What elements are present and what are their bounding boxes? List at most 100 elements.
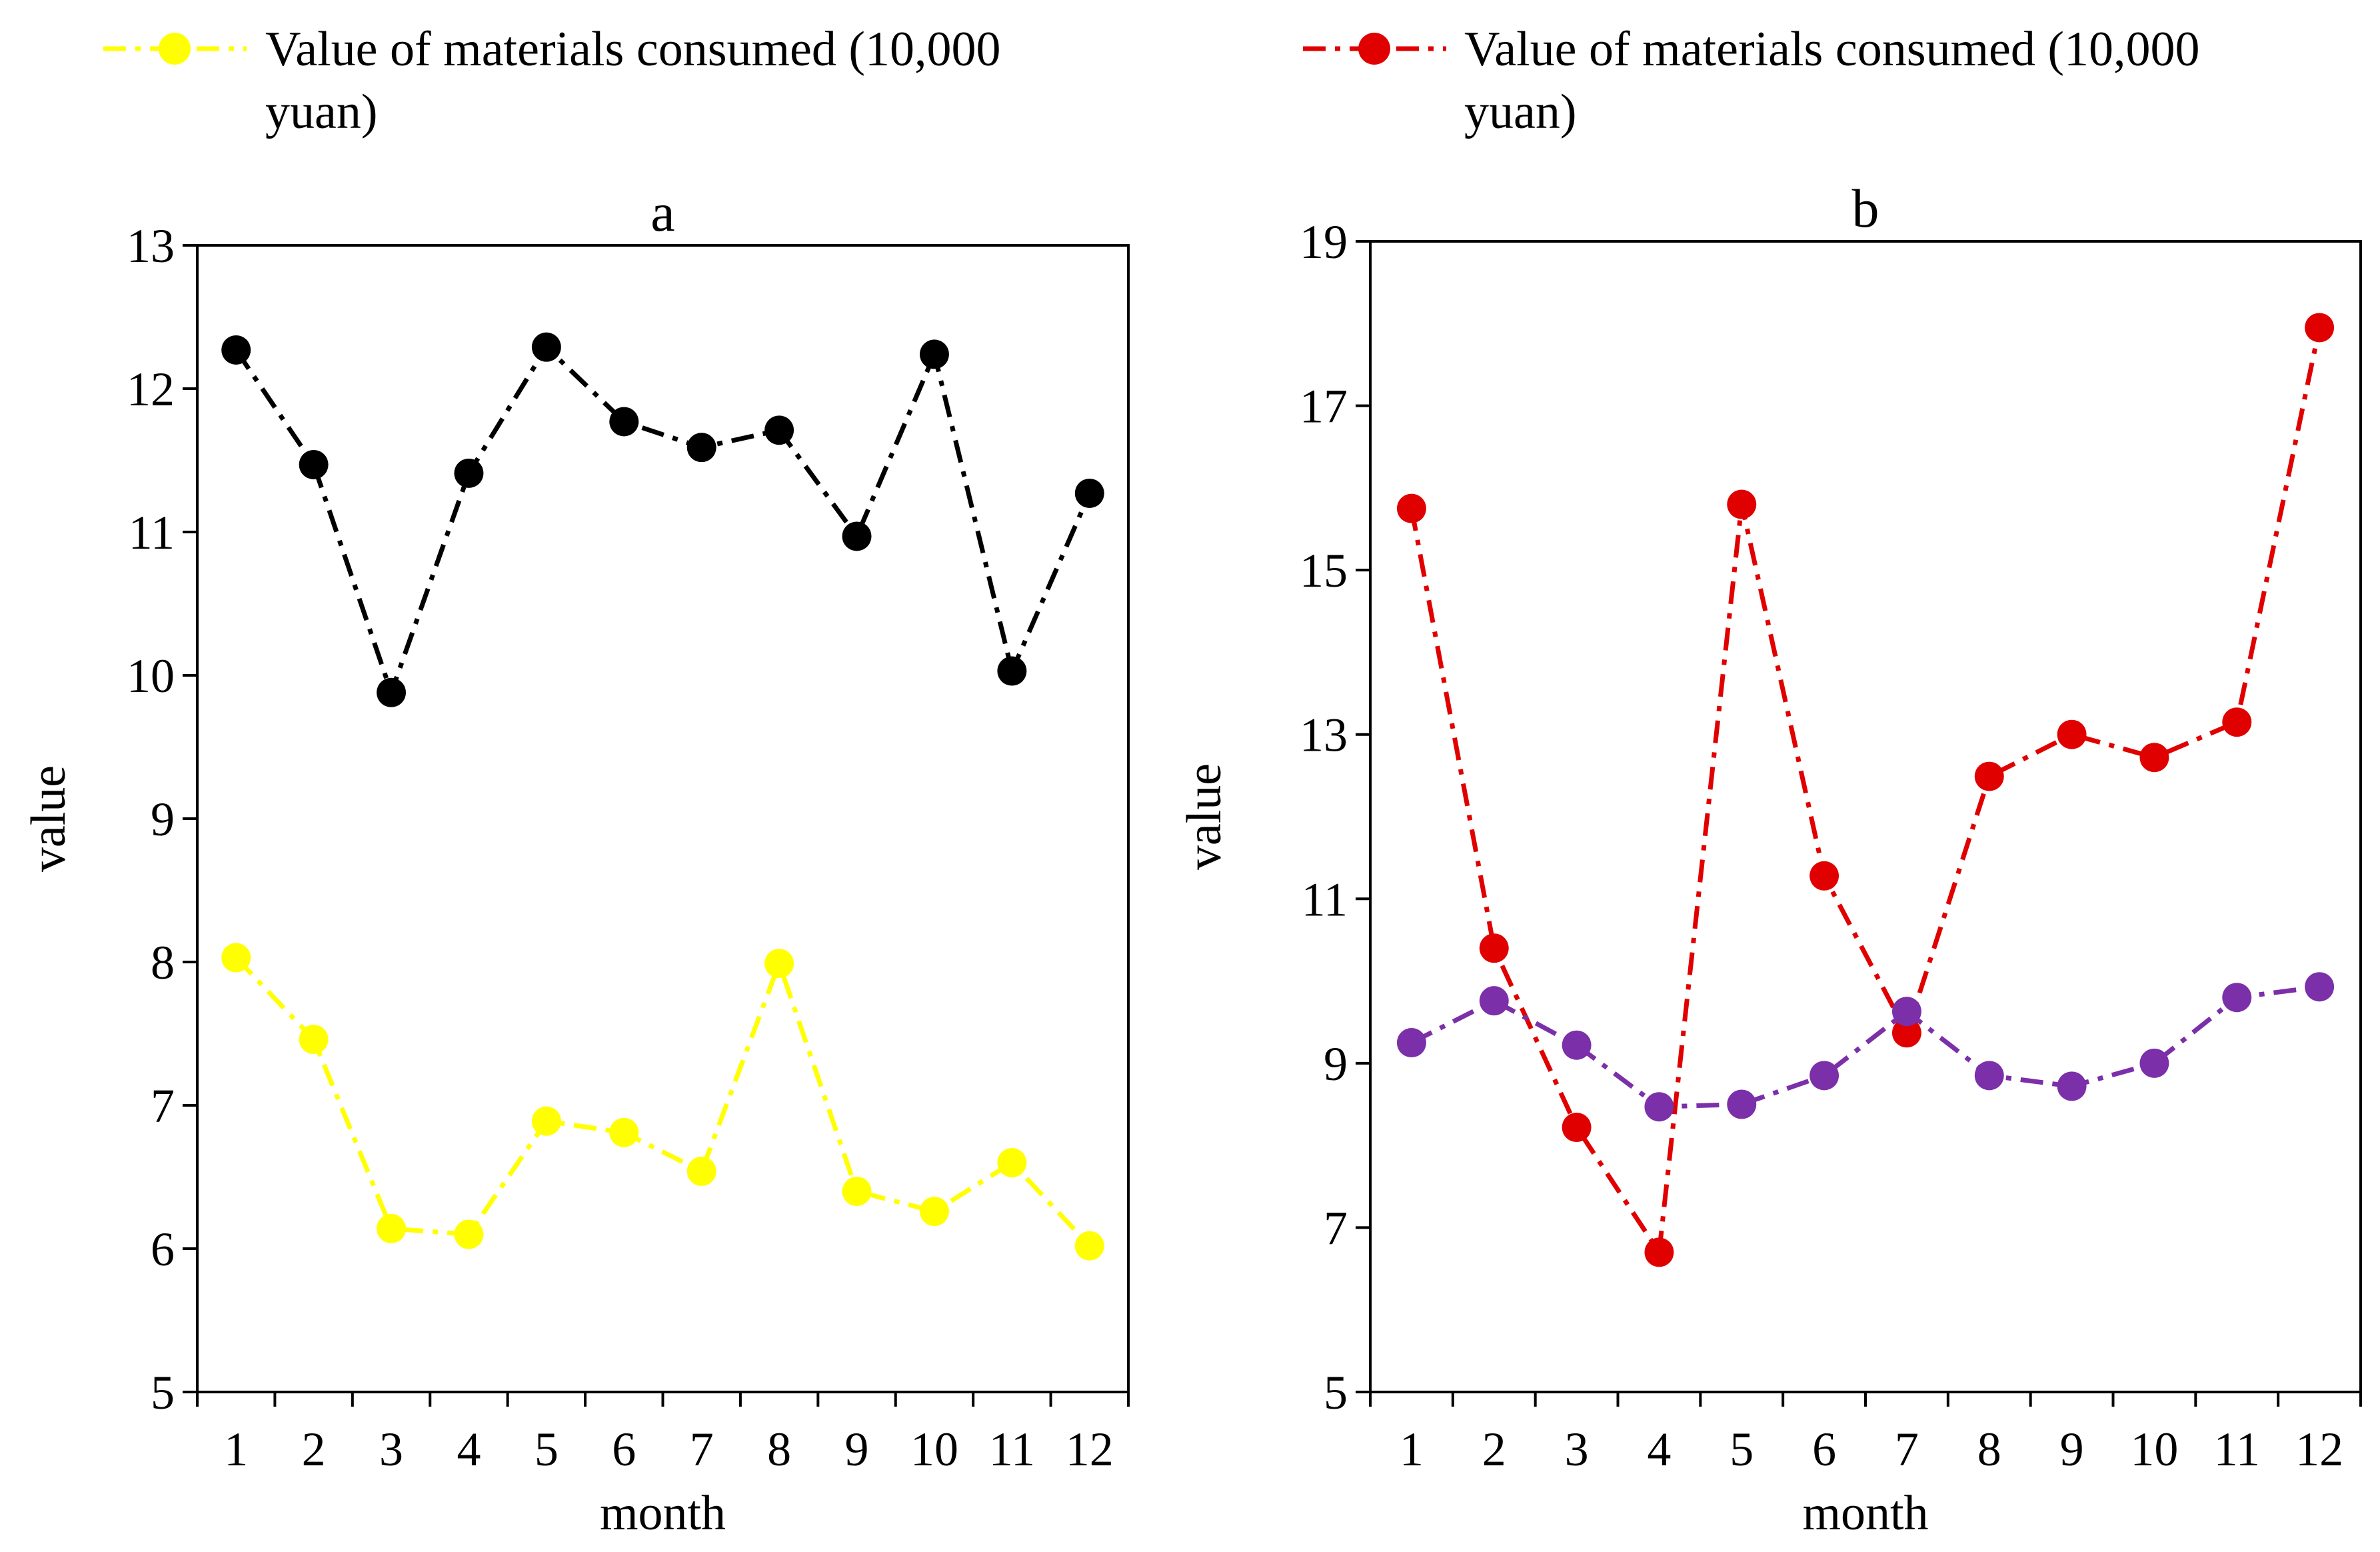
data-point-b-0 (1809, 861, 1839, 891)
x-tick-label-b: 8 (1977, 1423, 2001, 1476)
data-point-a-1 (299, 1025, 329, 1055)
x-axis-label-a: month (600, 1486, 726, 1541)
data-point-b-1 (1974, 1061, 2004, 1091)
y-tick-label-a: 5 (151, 1366, 175, 1419)
series-line-a-1 (234, 956, 1092, 1248)
series-line-a-0 (234, 345, 1092, 695)
data-point-a-0 (531, 332, 561, 362)
legend-label-a-line1: Value of materials consumed (10,000 (265, 22, 1001, 77)
data-point-a-0 (609, 407, 639, 437)
data-point-b-0 (1396, 493, 1426, 523)
y-tick-label-b: 7 (1324, 1201, 1348, 1255)
x-tick-label-b: 9 (2060, 1423, 2084, 1476)
data-point-b-1 (2305, 972, 2335, 1002)
x-axis-label-b: month (1802, 1486, 1928, 1541)
x-tick-label-b: 2 (1482, 1423, 1506, 1476)
y-axis-label-b: value (1177, 763, 1232, 870)
y-tick-label-a: 8 (151, 936, 175, 989)
data-point-a-0 (919, 339, 949, 369)
data-point-a-1 (531, 1106, 561, 1136)
x-tick-label-a: 6 (612, 1423, 636, 1476)
y-tick-label-b: 11 (1302, 873, 1348, 926)
y-tick-label-a: 12 (127, 363, 175, 416)
x-tick-label-a: 1 (224, 1423, 248, 1476)
data-point-a-0 (764, 415, 794, 445)
x-tick-label-b: 6 (1812, 1423, 1836, 1476)
data-point-b-1 (1396, 1028, 1426, 1058)
data-point-a-1 (686, 1156, 716, 1186)
legend-label-b-line2: yuan) (1464, 85, 1577, 139)
data-point-a-0 (997, 656, 1027, 686)
data-point-b-1 (1809, 1061, 1839, 1091)
legend-entry-b: Value of materials consumed (10,000 yuan… (1303, 22, 2200, 139)
x-tick-label-b: 11 (2214, 1423, 2260, 1476)
legend-label-b-line1: Value of materials consumed (10,000 (1464, 22, 2200, 77)
data-point-a-1 (842, 1177, 872, 1206)
data-point-b-1 (1644, 1092, 1674, 1122)
data-point-a-1 (377, 1213, 407, 1243)
data-point-b-0 (1727, 489, 1757, 519)
y-axis-label-a: value (21, 765, 76, 872)
data-point-b-1 (2222, 983, 2252, 1013)
data-point-a-0 (1074, 478, 1104, 508)
data-point-b-0 (2139, 743, 2169, 773)
x-tick-label-a: 11 (989, 1423, 1035, 1476)
series-line-b-0 (1409, 327, 2322, 1255)
data-point-a-0 (686, 433, 716, 463)
data-point-b-0 (2305, 313, 2335, 343)
x-tick-label-a: 9 (845, 1423, 869, 1476)
data-point-a-0 (377, 677, 407, 707)
x-tick-label-b: 10 (2130, 1423, 2178, 1476)
y-tick-label-a: 6 (151, 1223, 175, 1276)
x-tick-label-a: 2 (302, 1423, 326, 1476)
data-point-b-1 (1727, 1089, 1757, 1119)
x-tick-label-a: 3 (379, 1423, 403, 1476)
y-tick-label-b: 15 (1300, 544, 1348, 597)
legend-marker-b (1358, 33, 1390, 65)
data-point-a-1 (997, 1148, 1027, 1177)
y-tick-label-a: 9 (151, 793, 175, 846)
y-tick-label-a: 10 (127, 649, 175, 703)
y-tick-label-a: 11 (129, 506, 175, 559)
legend-entry-a: Value of materials consumed (10,000 yuan… (103, 22, 1001, 139)
x-tick-label-a: 10 (910, 1423, 958, 1476)
data-point-a-0 (221, 335, 251, 365)
data-point-a-1 (1074, 1231, 1104, 1261)
x-tick-label-b: 7 (1895, 1423, 1919, 1476)
x-tick-label-b: 4 (1647, 1423, 1671, 1476)
x-tick-label-a: 4 (457, 1423, 481, 1476)
y-tick-label-b: 13 (1300, 709, 1348, 762)
data-point-b-0 (1891, 1018, 1921, 1048)
x-tick-label-b: 12 (2295, 1423, 2343, 1476)
y-tick-label-b: 9 (1324, 1037, 1348, 1091)
data-point-b-0 (1562, 1113, 1592, 1143)
x-tick-label-a: 8 (767, 1423, 791, 1476)
y-tick-label-a: 13 (127, 219, 175, 273)
data-point-a-1 (764, 949, 794, 979)
data-point-b-0 (1644, 1237, 1674, 1267)
data-point-a-1 (454, 1219, 484, 1249)
plot-area-b (1369, 240, 2362, 1393)
data-point-a-1 (221, 943, 251, 973)
legend-label-a-line2: yuan) (265, 85, 378, 139)
data-point-b-1 (2057, 1071, 2087, 1101)
plot-area-a (196, 244, 1130, 1393)
data-point-a-1 (609, 1117, 639, 1147)
data-point-b-0 (2222, 707, 2252, 737)
legend-marker-a (159, 33, 191, 65)
data-point-b-1 (1562, 1030, 1592, 1060)
chart-title-b: b (1852, 178, 1879, 239)
x-tick-label-b: 1 (1400, 1423, 1424, 1476)
data-point-b-0 (2057, 719, 2087, 749)
chart-title-a: a (650, 182, 674, 243)
data-point-a-0 (299, 449, 329, 479)
y-tick-label-b: 5 (1324, 1366, 1348, 1419)
data-point-b-1 (2139, 1048, 2169, 1078)
x-tick-label-b: 3 (1565, 1423, 1589, 1476)
x-tick-label-a: 7 (690, 1423, 714, 1476)
y-tick-label-b: 17 (1300, 380, 1348, 433)
x-tick-label-a: 12 (1066, 1423, 1114, 1476)
x-tick-label-b: 5 (1730, 1423, 1754, 1476)
